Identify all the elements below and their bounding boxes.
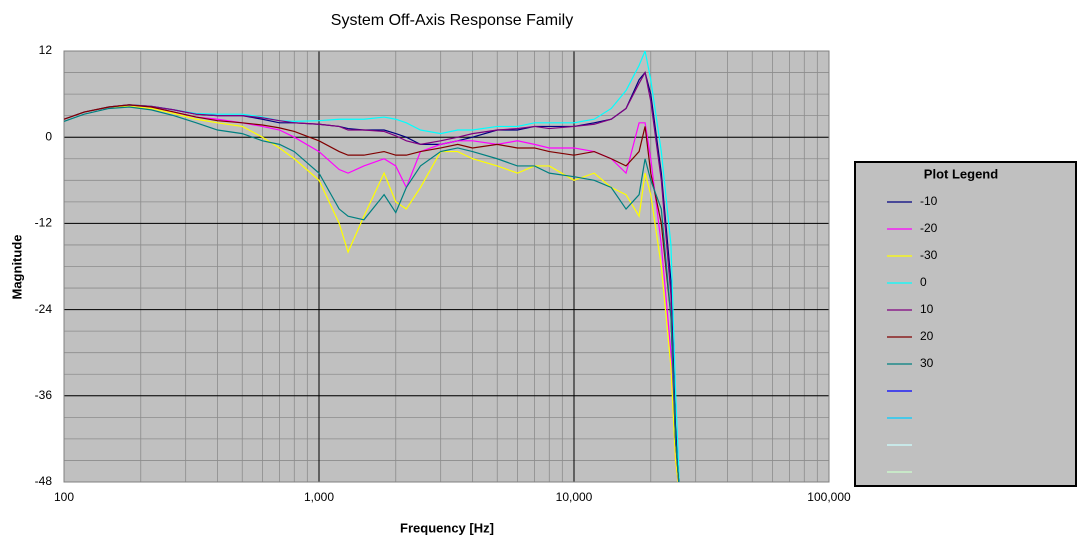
series-line [64, 104, 680, 482]
legend-label: 0 [920, 275, 927, 289]
y-tick-label: -48 [35, 474, 53, 488]
x-axis-label: Frequency [Hz] [400, 520, 494, 535]
y-axis-label: Magnitude [9, 235, 24, 300]
y-tick-label: 12 [39, 43, 53, 57]
x-tick-label: 100,000 [807, 490, 851, 504]
y-tick-label: -12 [35, 216, 53, 230]
legend-label: -30 [920, 248, 938, 262]
legend-label: -10 [920, 194, 938, 208]
legend-title: Plot Legend [924, 166, 998, 181]
y-tick-label: 0 [45, 129, 52, 143]
x-tick-label: 10,000 [556, 490, 593, 504]
x-tick-label: 100 [54, 490, 74, 504]
series-line [64, 106, 680, 482]
chart-title: System Off-Axis Response Family [331, 12, 573, 29]
x-tick-label: 1,000 [304, 490, 334, 504]
legend-label: 10 [920, 302, 934, 316]
legend-label: -20 [920, 221, 938, 235]
plot-border [63, 50, 830, 483]
series-line [64, 105, 679, 482]
legend-box [854, 161, 1077, 487]
legend-label: 20 [920, 329, 934, 343]
y-tick-label: -36 [35, 388, 53, 402]
series-line [64, 70, 680, 482]
legend-label: 30 [920, 356, 934, 370]
y-tick-label: -24 [35, 302, 53, 316]
series-line [64, 51, 680, 482]
